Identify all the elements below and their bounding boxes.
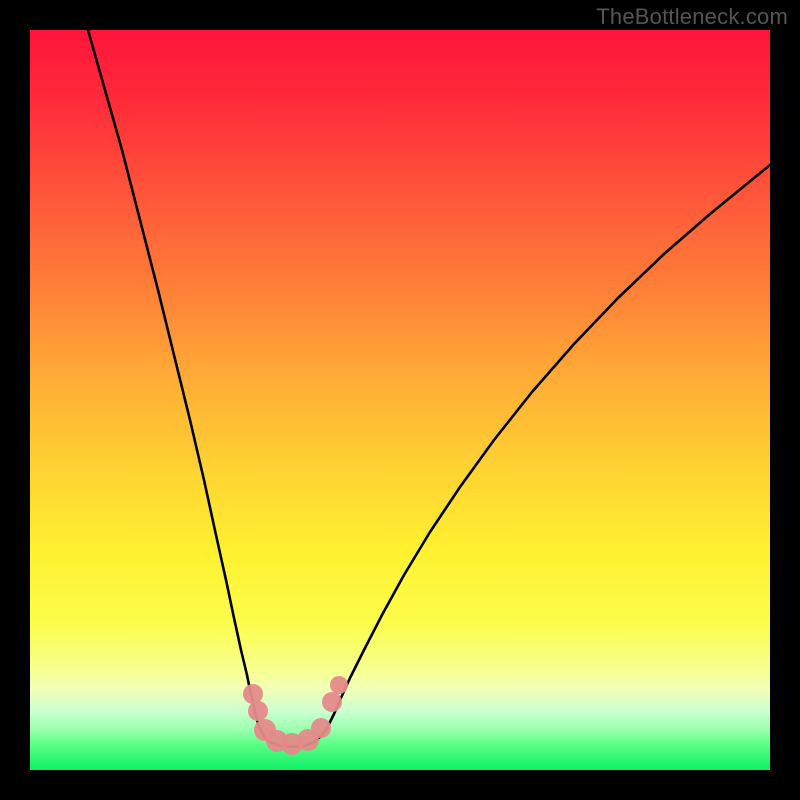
- data-point: [330, 676, 348, 694]
- data-point: [248, 701, 268, 721]
- attribution-label: TheBottleneck.com: [596, 4, 788, 30]
- data-point: [322, 692, 342, 712]
- data-point: [243, 684, 263, 704]
- chart-container: TheBottleneck.com: [0, 0, 800, 800]
- data-point: [311, 718, 331, 738]
- gradient-background: [30, 30, 770, 770]
- plot-area: [30, 30, 770, 770]
- plot-svg: [30, 30, 770, 770]
